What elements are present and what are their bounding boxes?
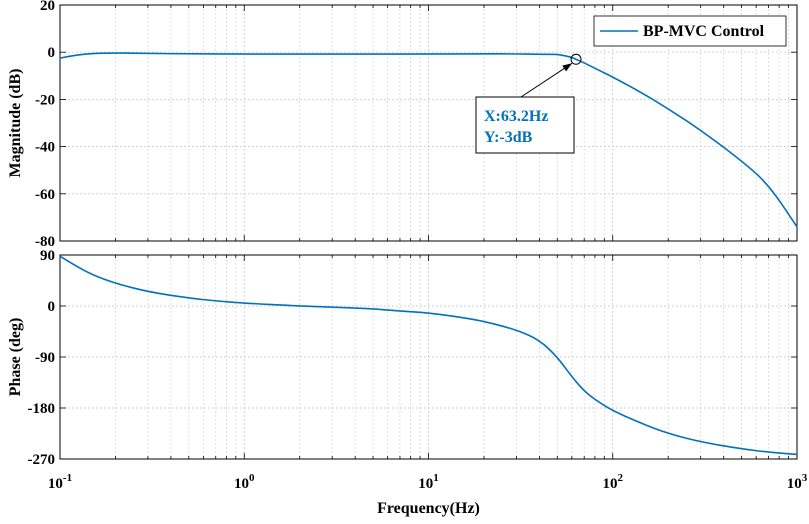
x-tick-exponent: 1 [433, 472, 439, 484]
x-tick-base: 10 [787, 476, 802, 492]
annotation-marker [570, 53, 582, 65]
x-tick-exponent: 0 [249, 472, 255, 484]
y-tick-label: 90 [40, 248, 55, 264]
y-tick-label: 0 [48, 299, 56, 315]
x-tick-label: 10-1 [48, 472, 72, 492]
x-tick-base: 10 [48, 476, 63, 492]
annotation-arrowhead [562, 63, 573, 72]
x-tick-exponent: 3 [802, 472, 808, 484]
x-tick-label: 102 [603, 472, 624, 492]
series-line-1 [59, 255, 798, 456]
y-tick-label: -40 [35, 140, 55, 156]
annotation-box [475, 96, 575, 154]
annotation-arrow-line [520, 62, 573, 98]
annotation-text: X:63.2Hz [484, 108, 548, 125]
x-tick-exponent: 2 [618, 472, 624, 484]
y-tick-label: -180 [28, 401, 56, 417]
y-tick-label: 0 [48, 45, 56, 61]
x-tick-label: 100 [234, 472, 255, 492]
y-tick-label: -80 [35, 234, 55, 250]
legend-label: BP-MVC Control [643, 23, 765, 40]
y-tick-label: -270 [28, 452, 56, 468]
grid-lines [60, 255, 797, 459]
x-tick-base: 10 [603, 476, 618, 492]
annotation-text: Y:-3dB [484, 129, 533, 146]
x-tick-label: 103 [787, 472, 808, 492]
x-tick-label: 101 [418, 472, 439, 492]
x-tick-base: 10 [234, 476, 249, 492]
y-tick-label: -60 [35, 187, 55, 203]
x-tick-base: 10 [418, 476, 433, 492]
x-tick-marks [59, 255, 798, 459]
series-line-0 [59, 52, 798, 228]
y-tick-label: -90 [35, 350, 55, 366]
x-tick-marks [59, 5, 798, 241]
y-tick-label: -20 [35, 92, 55, 108]
y-tick-label: 20 [40, 0, 55, 14]
y-axis-label: Phase (deg) [7, 318, 24, 397]
y-axis-label: Magnitude (dB) [7, 69, 24, 178]
x-axis-label: Frequency(Hz) [377, 500, 480, 517]
x-tick-exponent: -1 [63, 472, 72, 484]
magnitude-panel: 20 0 -20 -40 -60 -80 Magnitude (dB) BP-MVC Cont… [7, 0, 798, 250]
